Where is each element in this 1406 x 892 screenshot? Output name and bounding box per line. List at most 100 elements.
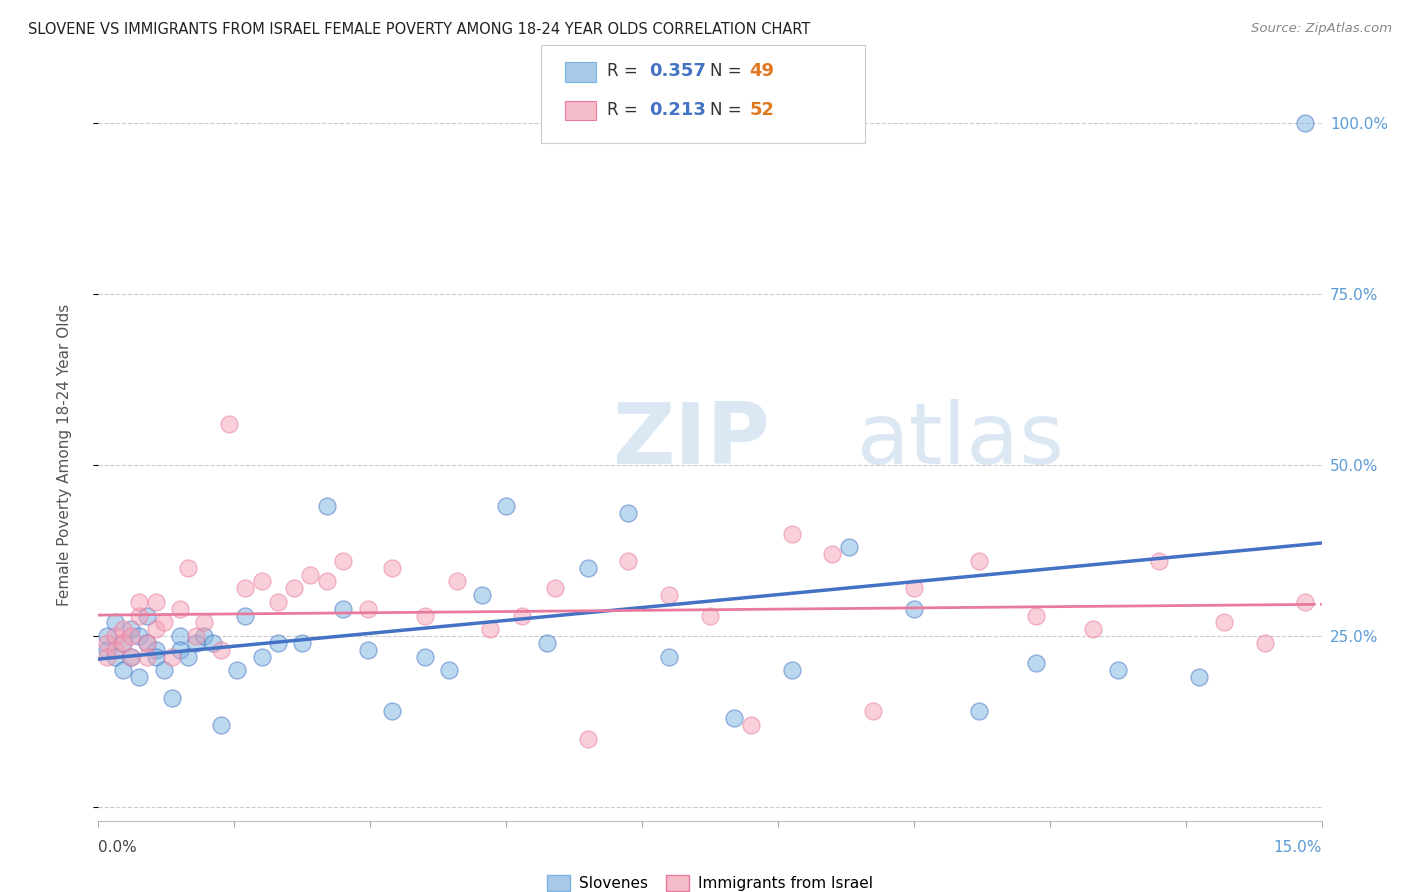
Point: [193, 629, 215, 643]
Text: atlas: atlas: [856, 399, 1064, 482]
Point: [136, 649, 159, 664]
Point: [617, 554, 640, 568]
Point: [967, 554, 990, 568]
Y-axis label: Female Poverty Among 18-24 Year Olds: Female Poverty Among 18-24 Year Olds: [58, 304, 72, 606]
Text: 0.357: 0.357: [650, 62, 706, 80]
Point: [201, 636, 224, 650]
Text: 49: 49: [749, 62, 775, 80]
Point: [1147, 554, 1170, 568]
Point: [104, 642, 127, 657]
Point: [821, 547, 844, 561]
Point: [381, 560, 404, 574]
Point: [111, 636, 134, 650]
Point: [446, 574, 468, 589]
Point: [1025, 608, 1047, 623]
Point: [111, 622, 134, 636]
Text: SLOVENE VS IMMIGRANTS FROM ISRAEL FEMALE POVERTY AMONG 18-24 YEAR OLDS CORRELATI: SLOVENE VS IMMIGRANTS FROM ISRAEL FEMALE…: [28, 22, 810, 37]
Legend: Slovenes, Immigrants from Israel: Slovenes, Immigrants from Israel: [541, 869, 879, 892]
Point: [209, 642, 232, 657]
Point: [413, 608, 436, 623]
Point: [413, 649, 436, 664]
Point: [544, 581, 567, 595]
Point: [576, 731, 599, 746]
Point: [780, 663, 803, 677]
Point: [658, 588, 681, 602]
Text: 15.0%: 15.0%: [1274, 840, 1322, 855]
Point: [209, 718, 232, 732]
Point: [233, 581, 256, 595]
Point: [128, 608, 150, 623]
Point: [160, 649, 183, 664]
Text: Source: ZipAtlas.com: Source: ZipAtlas.com: [1251, 22, 1392, 36]
Point: [120, 649, 142, 664]
Point: [96, 649, 118, 664]
Point: [903, 601, 925, 615]
Point: [495, 499, 517, 513]
Point: [838, 540, 860, 554]
Point: [250, 649, 273, 664]
Point: [186, 636, 208, 650]
Point: [145, 622, 167, 636]
Point: [658, 649, 681, 664]
Point: [218, 417, 240, 432]
Point: [145, 595, 167, 609]
Point: [1107, 663, 1129, 677]
Point: [267, 636, 290, 650]
Point: [186, 629, 208, 643]
Point: [111, 636, 134, 650]
Text: 52: 52: [749, 101, 775, 119]
Point: [169, 642, 191, 657]
Text: N =: N =: [710, 101, 747, 119]
Point: [437, 663, 460, 677]
Point: [193, 615, 215, 630]
Point: [104, 649, 127, 664]
Point: [267, 595, 290, 609]
Point: [512, 608, 534, 623]
Point: [723, 711, 745, 725]
Point: [1188, 670, 1211, 684]
Point: [283, 581, 305, 595]
Text: 0.0%: 0.0%: [98, 840, 138, 855]
Point: [104, 615, 127, 630]
Point: [862, 704, 884, 718]
Point: [780, 526, 803, 541]
Point: [145, 649, 167, 664]
Point: [356, 601, 378, 615]
Text: R =: R =: [607, 101, 644, 119]
Point: [291, 636, 314, 650]
Point: [699, 608, 721, 623]
Point: [576, 560, 599, 574]
Point: [1083, 622, 1105, 636]
Point: [160, 690, 183, 705]
Point: [128, 629, 150, 643]
Point: [111, 663, 134, 677]
Point: [740, 718, 762, 732]
Point: [96, 642, 118, 657]
Point: [478, 622, 501, 636]
Point: [128, 595, 150, 609]
Point: [381, 704, 404, 718]
Point: [356, 642, 378, 657]
Point: [299, 567, 322, 582]
Point: [96, 629, 118, 643]
Text: N =: N =: [710, 62, 747, 80]
Point: [1294, 116, 1316, 130]
Point: [136, 636, 159, 650]
Point: [250, 574, 273, 589]
Text: 0.213: 0.213: [650, 101, 706, 119]
Point: [226, 663, 249, 677]
Point: [903, 581, 925, 595]
Point: [120, 649, 142, 664]
Point: [1294, 595, 1316, 609]
Point: [1025, 657, 1047, 671]
Point: [152, 615, 174, 630]
Point: [152, 663, 174, 677]
Text: R =: R =: [607, 62, 644, 80]
Point: [315, 499, 337, 513]
Point: [169, 629, 191, 643]
Point: [617, 506, 640, 520]
Point: [128, 670, 150, 684]
Point: [177, 649, 200, 664]
Text: ZIP: ZIP: [612, 399, 770, 482]
Point: [1253, 636, 1275, 650]
